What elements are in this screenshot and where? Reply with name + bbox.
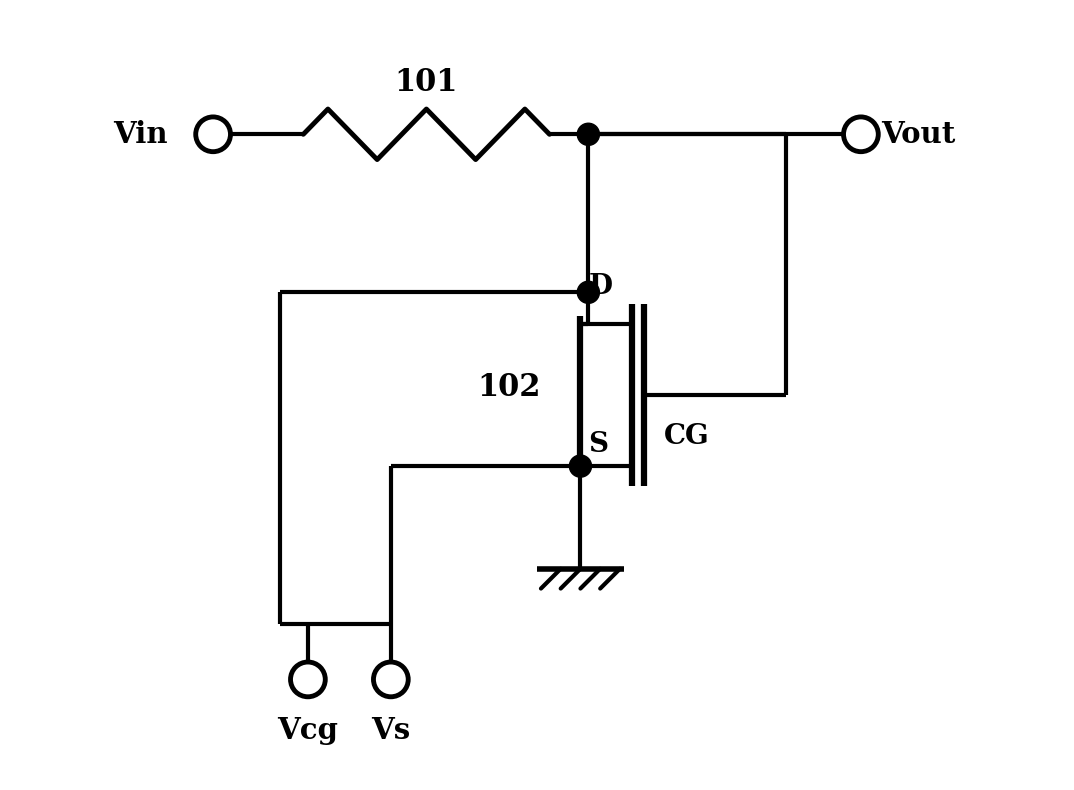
Text: D: D: [589, 273, 612, 300]
Circle shape: [195, 117, 231, 152]
Text: Vs: Vs: [372, 717, 410, 745]
Circle shape: [578, 281, 599, 303]
Circle shape: [569, 455, 592, 477]
Circle shape: [374, 662, 408, 697]
Text: CG: CG: [664, 423, 709, 450]
Text: 102: 102: [478, 371, 541, 403]
Text: Vcg: Vcg: [277, 717, 338, 745]
Text: Vout: Vout: [881, 120, 955, 149]
Circle shape: [843, 117, 879, 152]
Circle shape: [578, 123, 599, 145]
Text: S: S: [589, 431, 608, 458]
Text: 101: 101: [395, 67, 459, 99]
Text: Vin: Vin: [113, 120, 168, 149]
Circle shape: [291, 662, 325, 697]
